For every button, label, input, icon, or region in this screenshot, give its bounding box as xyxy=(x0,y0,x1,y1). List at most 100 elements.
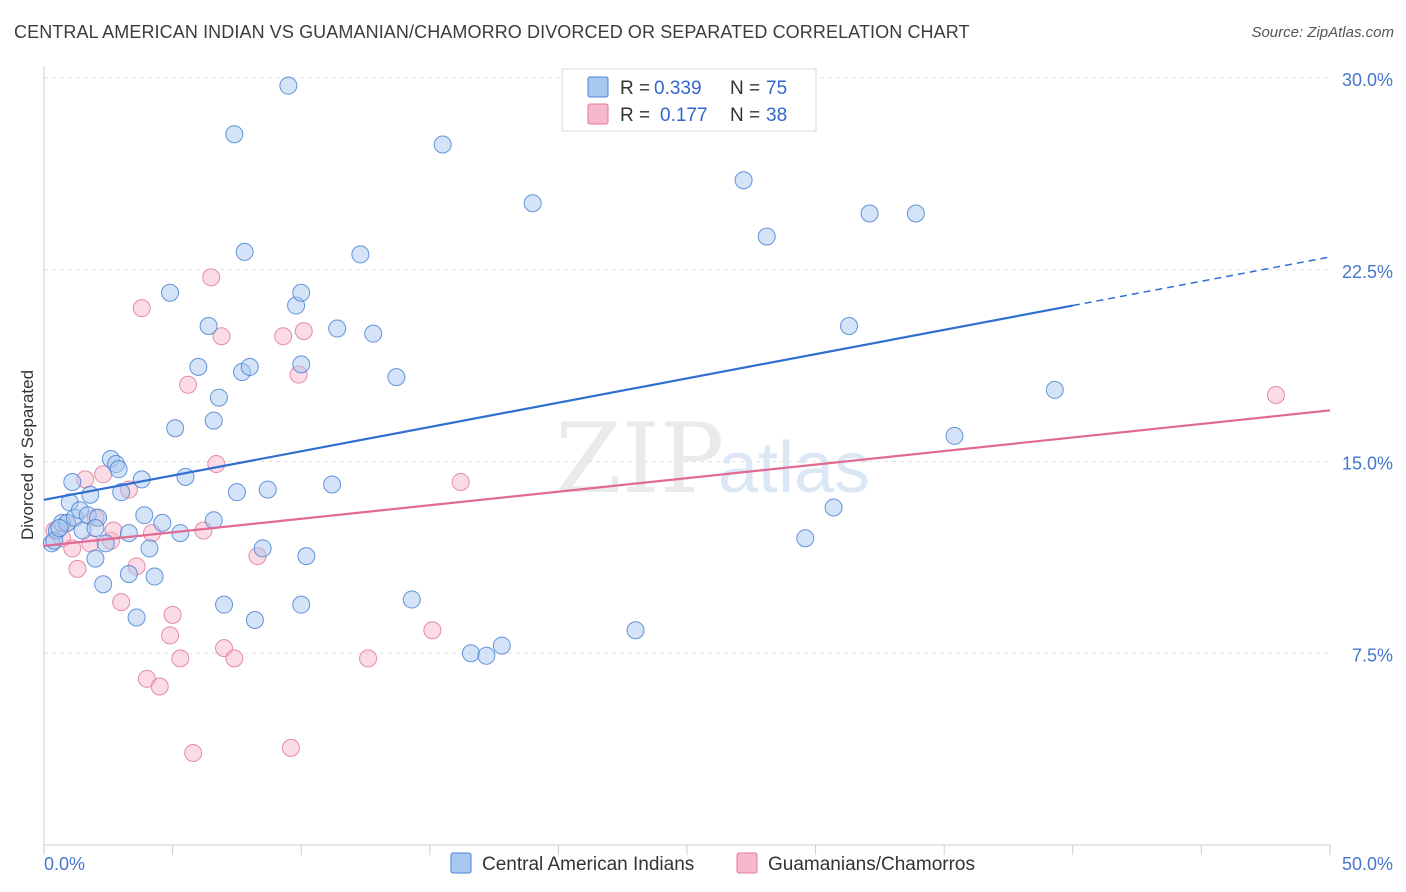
central-american-point xyxy=(323,475,342,494)
central-american-point xyxy=(145,567,164,586)
central-american-point xyxy=(492,636,511,655)
y-tick-label: 7.5% xyxy=(1352,645,1393,665)
legend-bottom-swatch-series2 xyxy=(736,852,758,874)
trend-line-series1-extension xyxy=(1072,256,1331,307)
central-american-point xyxy=(140,539,159,558)
central-american-point xyxy=(81,485,100,504)
central-american-point xyxy=(215,595,234,614)
guamanian-point xyxy=(294,322,313,341)
central-american-point xyxy=(189,357,208,376)
trend-line-series1 xyxy=(43,304,1074,501)
central-american-point xyxy=(166,419,185,438)
guamanian-point xyxy=(68,559,87,578)
chart-title: CENTRAL AMERICAN INDIAN VS GUAMANIAN/CHA… xyxy=(14,22,970,42)
central-american-point xyxy=(292,355,311,374)
guamanian-point xyxy=(171,649,190,668)
central-american-point xyxy=(245,611,264,630)
legend-swatch-series2 xyxy=(587,103,609,125)
central-american-point xyxy=(757,227,776,246)
central-american-point xyxy=(227,483,246,502)
central-american-point xyxy=(351,245,370,264)
trend-lines xyxy=(43,256,1331,547)
central-american-point xyxy=(199,316,218,335)
guamanian-point xyxy=(212,327,231,346)
central-american-point xyxy=(292,283,311,302)
guamanian-point xyxy=(225,649,244,668)
guamanian-point xyxy=(423,621,442,640)
guamanian-point xyxy=(451,472,470,491)
guamanian-point xyxy=(184,743,203,762)
central-american-point xyxy=(127,608,146,627)
central-american-point xyxy=(109,460,128,479)
legend-n-label-2: N = xyxy=(730,105,760,126)
guamanian-point xyxy=(1266,386,1285,405)
central-american-point xyxy=(240,357,259,376)
guamanian-point xyxy=(161,626,180,645)
series-guamanians-points xyxy=(45,268,1285,762)
central-american-point xyxy=(402,590,421,609)
legend-n-value-1: 75 xyxy=(766,78,787,99)
central-american-point xyxy=(50,518,69,537)
y-axis-label: Divorced or Separated xyxy=(18,370,37,540)
guamanian-point xyxy=(202,268,221,287)
axes xyxy=(43,66,1331,855)
central-american-point xyxy=(135,506,154,525)
legend-n-label-1: N = xyxy=(730,78,760,99)
guamanian-point xyxy=(179,375,198,394)
central-american-point xyxy=(328,319,347,338)
central-american-point xyxy=(461,644,480,663)
y-tick-label: 22.5% xyxy=(1342,262,1393,282)
central-american-point xyxy=(279,76,298,95)
central-american-point xyxy=(906,204,925,223)
guamanian-point xyxy=(207,455,226,474)
central-american-point xyxy=(734,171,753,190)
guamanian-point xyxy=(163,605,182,624)
central-american-point xyxy=(63,472,82,491)
series-central-american-points xyxy=(42,76,1064,665)
legend-r-label-1: R = xyxy=(620,78,650,99)
central-american-point xyxy=(1045,380,1064,399)
central-american-point xyxy=(840,316,859,335)
central-american-point xyxy=(112,483,131,502)
legend-bottom-label-series1: Central American Indians xyxy=(482,854,694,875)
central-american-point xyxy=(161,283,180,302)
central-american-point xyxy=(225,125,244,144)
y-tick-label: 15.0% xyxy=(1342,454,1393,474)
central-american-point xyxy=(253,539,272,558)
central-american-point xyxy=(297,547,316,566)
chart-source: Source: ZipAtlas.com xyxy=(1251,24,1394,41)
central-american-point xyxy=(86,518,105,537)
legend-r-value-1: 0.339 xyxy=(654,78,702,99)
watermark: ZIP atlas xyxy=(555,403,870,515)
watermark-atlas-text: atlas xyxy=(718,428,870,508)
legend-bottom: Central American Indians Guamanians/Cham… xyxy=(450,852,975,875)
legend-bottom-swatch-series1 xyxy=(450,852,472,874)
legend-r-value-2: 0.177 xyxy=(660,105,708,126)
central-american-point xyxy=(433,135,452,154)
central-american-point xyxy=(94,575,113,594)
central-american-point xyxy=(387,368,406,387)
guamanian-point xyxy=(150,677,169,696)
central-american-point xyxy=(96,534,115,553)
legend-r-label-2: R = xyxy=(620,105,650,126)
watermark-zip-text: ZIP xyxy=(555,403,724,515)
guamanian-point xyxy=(359,649,378,668)
central-american-point xyxy=(292,595,311,614)
central-american-point xyxy=(523,194,542,213)
central-american-point xyxy=(945,426,964,445)
central-american-point xyxy=(860,204,879,223)
trend-line-series2 xyxy=(43,409,1331,547)
central-american-point xyxy=(209,388,228,407)
guamanian-point xyxy=(281,738,300,757)
x-tick-label-min: 0.0% xyxy=(44,854,85,874)
central-american-point xyxy=(626,621,645,640)
guamanian-point xyxy=(132,299,151,318)
y-tick-labels: 7.5% 15.0% 22.5% 30.0% xyxy=(1342,70,1393,665)
central-american-point xyxy=(153,513,172,532)
central-american-point xyxy=(824,498,843,517)
central-american-point xyxy=(796,529,815,548)
y-tick-label: 30.0% xyxy=(1342,70,1393,90)
legend-bottom-label-series2: Guamanians/Chamorros xyxy=(768,854,975,875)
legend-n-value-2: 38 xyxy=(766,105,787,126)
central-american-point xyxy=(364,324,383,343)
